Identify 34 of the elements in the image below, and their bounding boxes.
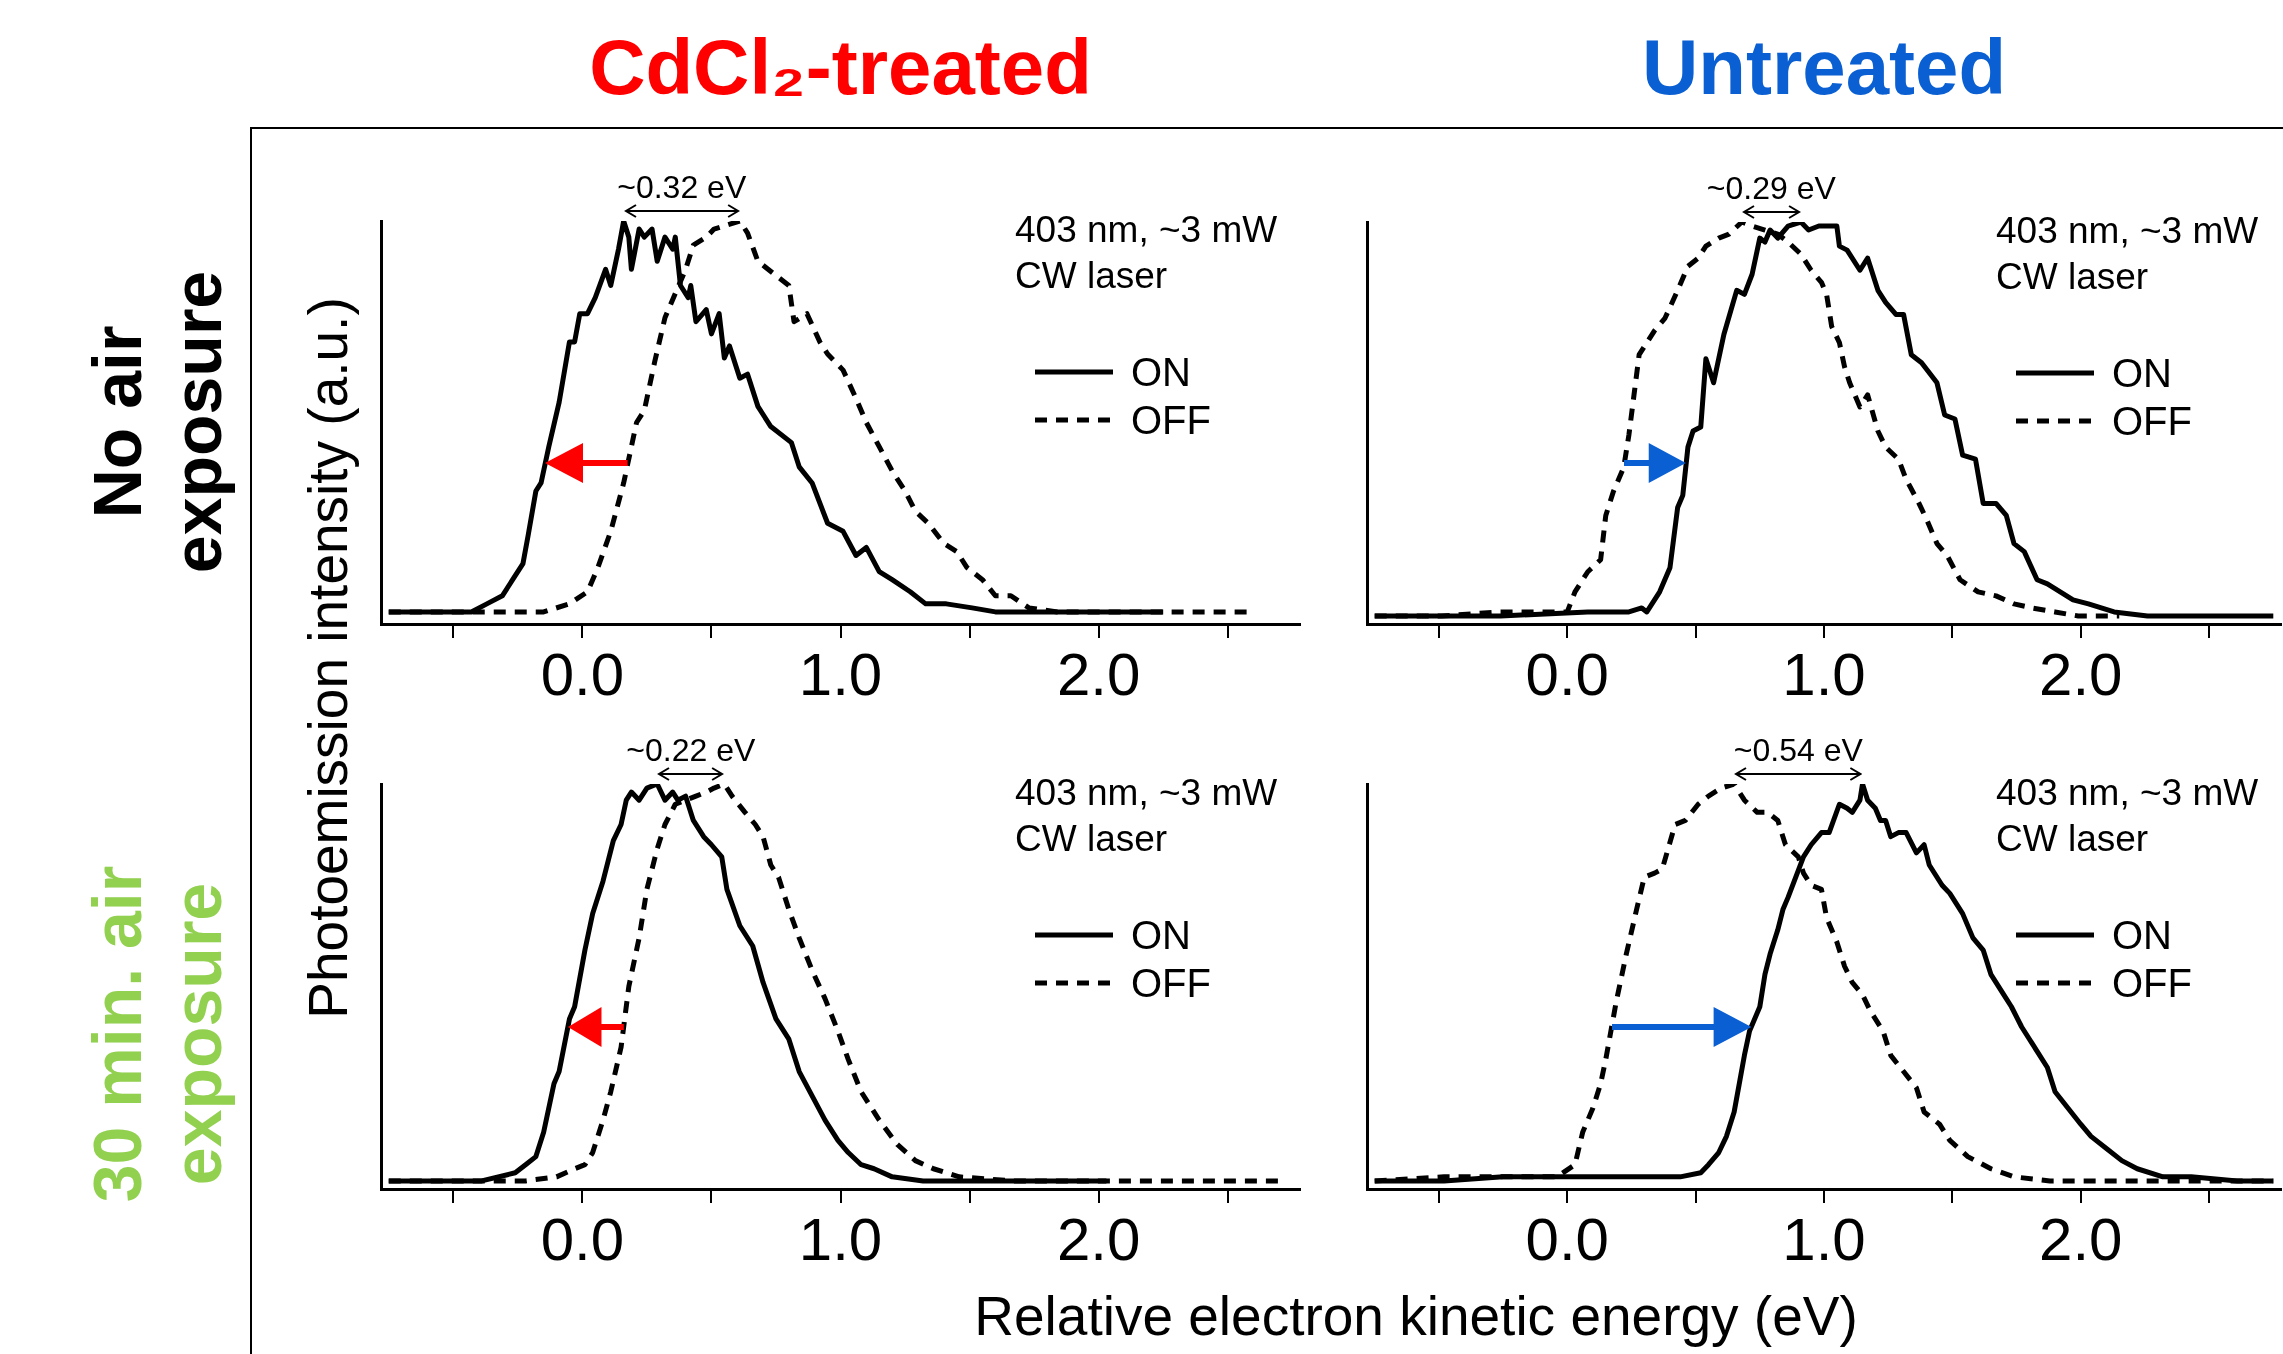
annotation: 403 nm, ~3 mW CW laser xyxy=(1015,208,1279,298)
legend-label: OFF xyxy=(2112,398,2192,444)
y-axis-title: Photoemission intensity (a.u.) xyxy=(296,296,360,1021)
legend-label: OFF xyxy=(1131,397,1211,443)
x-axis-title: Relative electron kinetic energy (eV) xyxy=(974,1284,1858,1348)
x-tick-label: 1.0 xyxy=(1782,1205,1866,1273)
text: 30 min. air exposure xyxy=(78,864,236,1205)
x-tick-label: 0.0 xyxy=(1525,640,1609,708)
x-tick-label: 2.0 xyxy=(1056,640,1141,708)
chart-title: Untreated xyxy=(1641,22,2007,113)
annotation: 403 nm, ~3 mW CW laser xyxy=(1996,771,2260,861)
x-tick-label: 0.0 xyxy=(540,640,625,708)
chart-title: CdCl₂-treated xyxy=(589,22,1092,113)
annotation: 403 nm, ~3 mW CW laser xyxy=(1015,771,1279,861)
x-tick-label: 0.0 xyxy=(1525,1205,1609,1273)
legend-label: OFF xyxy=(2112,960,2192,1006)
text: ~0.22 eV xyxy=(626,732,756,769)
text: ~0.29 eV xyxy=(1706,170,1836,207)
legend-label: ON xyxy=(2112,350,2172,396)
legend-label: ON xyxy=(1131,349,1191,395)
x-tick-label: 1.0 xyxy=(798,640,883,708)
x-tick-label: 2.0 xyxy=(2039,1205,2123,1273)
legend-label: ON xyxy=(2112,912,2172,958)
x-tick-label: 1.0 xyxy=(798,1205,883,1273)
x-tick-label: 0.0 xyxy=(540,1205,625,1273)
text: ~0.54 eV xyxy=(1733,732,1863,769)
x-tick-label: 1.0 xyxy=(1782,640,1866,708)
x-tick-label: 2.0 xyxy=(1056,1205,1141,1273)
legend-label: ON xyxy=(1131,912,1191,958)
text: No air exposure xyxy=(78,269,236,576)
x-tick-label: 2.0 xyxy=(2039,640,2123,708)
legend-label: OFF xyxy=(1131,960,1211,1006)
annotation: 403 nm, ~3 mW CW laser xyxy=(1996,209,2260,299)
text: ~0.32 eV xyxy=(617,169,747,206)
